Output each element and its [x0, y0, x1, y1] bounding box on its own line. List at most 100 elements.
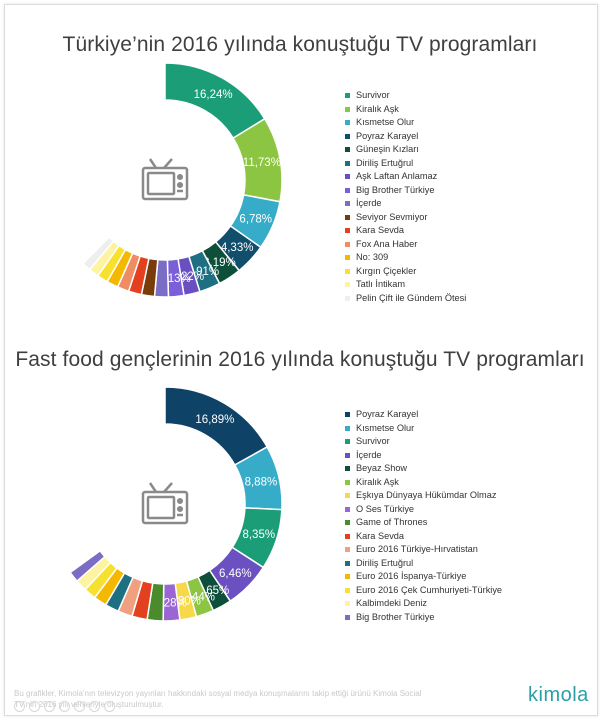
chart-title-2: Fast food gençlerinin 2016 yılında konuş… — [15, 348, 585, 371]
legend-label: Kara Sevda — [356, 225, 405, 235]
legend-item: İçerde — [345, 197, 466, 211]
share-icon[interactable] — [89, 701, 100, 712]
legend-item: Kiralık Aşk — [345, 476, 502, 490]
legend-swatch — [345, 133, 350, 139]
legend-item: Euro 2016 Türkiye-Hırvatistan — [345, 543, 502, 557]
share-icon[interactable] — [29, 701, 40, 712]
legend-label: Kırgın Çiçekler — [356, 265, 417, 276]
legend-swatch — [345, 106, 350, 112]
legend-swatch — [345, 295, 350, 301]
legend-swatch — [345, 187, 350, 193]
legend-item: Poyraz Karayel — [345, 130, 466, 144]
legend-item: Diriliş Ertuğrul — [345, 557, 502, 571]
legend-item: Euro 2016 İspanya-Türkiye — [345, 570, 502, 584]
legend-label: Big Brother Türkiye — [356, 184, 435, 195]
legend-swatch — [345, 268, 350, 274]
legend-swatch — [345, 160, 350, 166]
slice-value-label: 16,89% — [195, 414, 234, 426]
share-icon[interactable] — [74, 701, 85, 712]
legend-label: Aşk Laftan Anlamaz — [356, 171, 438, 181]
legend-swatch — [345, 614, 350, 620]
legend-item: Game of Thrones — [345, 516, 502, 530]
legend-label: Game of Thrones — [356, 517, 428, 527]
chart-title-1: Türkiye’nin 2016 yılında konuştuğu TV pr… — [62, 33, 538, 56]
legend-item: Kalbimdeki Deniz — [345, 597, 502, 611]
legend-swatch — [345, 120, 350, 126]
legend-label: Big Brother Türkiye — [356, 611, 435, 622]
legend-swatch — [345, 282, 350, 288]
legend-label: Fox Ana Haber — [356, 238, 418, 249]
legend-swatch — [345, 439, 350, 445]
legend-label: Diriliş Ertuğrul — [356, 157, 414, 168]
share-icon[interactable] — [44, 701, 55, 712]
legend-label: Beyaz Show — [356, 463, 408, 473]
legend-label: Kiralık Aşk — [356, 103, 399, 114]
legend-item: Kısmetse Olur — [345, 422, 502, 436]
legend-label: Eşkıya Dünyaya Hükümdar Olmaz — [356, 490, 497, 500]
slice-value-label: 6,46% — [219, 568, 252, 580]
legend-item: O Ses Türkiye — [345, 503, 502, 517]
donut-chart-1: 16,24%11,73%6,78%4,33%3,19%2,91%2,22%2,1… — [82, 62, 283, 298]
legend-2: Poyraz Karayel Kısmetse Olur Survivor İçerd… — [345, 408, 502, 624]
legend-label: Survivor — [356, 90, 390, 100]
legend-label: O Ses Türkiye — [356, 503, 415, 514]
legend-label: Kiralık Aşk — [356, 476, 399, 487]
legend-label: Poyraz Karayel — [356, 130, 419, 141]
legend-label: Kalbimdeki Deniz — [356, 598, 427, 608]
legend-swatch — [345, 174, 350, 180]
donut-slice — [82, 236, 115, 271]
share-icon[interactable] — [14, 701, 25, 712]
share-icons — [14, 701, 115, 712]
legend-swatch — [345, 255, 350, 261]
legend-swatch — [345, 479, 350, 485]
legend-item: Poyraz Karayel — [345, 408, 502, 422]
legend-item: Pelin Çift ile Gündem Ötesi — [345, 292, 466, 306]
legend-item: Kara Sevda — [345, 224, 466, 238]
legend-item: Big Brother Türkiye — [345, 611, 502, 625]
legend-swatch — [345, 466, 350, 472]
share-icon[interactable] — [104, 701, 115, 712]
legend-swatch — [345, 560, 350, 566]
legend-label: Tatlı İntikam — [356, 279, 406, 289]
legend-swatch — [345, 425, 350, 431]
legend-item: Kırgın Çiçekler — [345, 265, 466, 279]
legend-swatch — [345, 506, 350, 512]
legend-swatch — [345, 147, 350, 153]
legend-item: No: 309 — [345, 251, 466, 265]
legend-swatch — [345, 201, 350, 207]
slice-value-label: 3,19% — [203, 257, 236, 269]
legend-label: Euro 2016 İspanya-Türkiye — [356, 571, 467, 581]
share-icon[interactable] — [59, 701, 70, 712]
legend-label: Pelin Çift ile Gündem Ötesi — [356, 292, 467, 303]
legend-swatch — [345, 601, 350, 607]
legend-item: Diriliş Ertuğrul — [345, 157, 466, 171]
legend-label: Diriliş Ertuğrul — [356, 557, 414, 568]
legend-label: No: 309 — [356, 252, 389, 262]
tv-icon — [141, 158, 189, 201]
legend-label: Euro 2016 Çek Cumhuriyeti-Türkiye — [356, 584, 503, 595]
legend-label: İçerde — [356, 198, 382, 208]
slice-value-label: 16,24% — [194, 89, 233, 101]
legend-1: Survivor Kiralık Aşk Kısmetse Olur Poyraz K… — [345, 89, 466, 305]
legend-swatch — [345, 241, 350, 247]
legend-item: İçerde — [345, 449, 502, 463]
legend-swatch — [345, 493, 350, 499]
legend-item: Güneşin Kızları — [345, 143, 466, 157]
legend-swatch — [345, 574, 350, 580]
legend-item: Kiralık Aşk — [345, 103, 466, 117]
slice-value-label: 4,33% — [221, 242, 254, 254]
legend-swatch — [345, 228, 350, 234]
slice-value-label: 11,73% — [243, 157, 281, 169]
legend-swatch — [345, 533, 350, 539]
slice-value-label: 8,88% — [245, 476, 278, 488]
legend-item: Kara Sevda — [345, 530, 502, 544]
legend-item: Kısmetse Olur — [345, 116, 466, 130]
slice-value-label: 8,35% — [242, 529, 275, 541]
tv-icon — [141, 482, 189, 525]
legend-item: Survivor — [345, 435, 502, 449]
legend-item: Fox Ana Haber — [345, 238, 466, 252]
legend-swatch — [345, 452, 350, 458]
slice-value-label: 6,78% — [239, 213, 272, 225]
legend-swatch — [345, 412, 350, 418]
legend-swatch — [345, 214, 350, 220]
